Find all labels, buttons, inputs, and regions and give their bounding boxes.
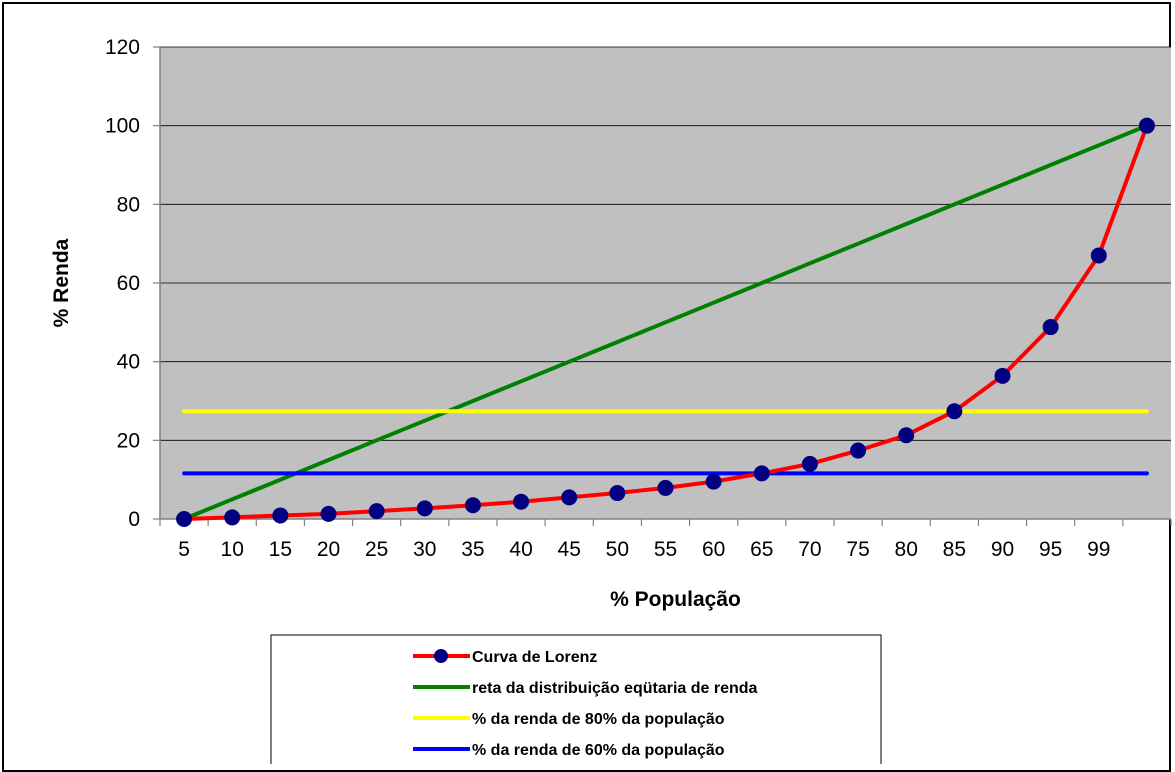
- x-tick-label-90: 90: [991, 538, 1014, 561]
- lorenz-point-1: [224, 509, 241, 526]
- x-tick-label-95: 95: [1039, 538, 1062, 561]
- lorenz-point-17: [994, 367, 1011, 384]
- y-tick-label-0: 0: [128, 508, 140, 531]
- series-line-1: [182, 123, 1149, 521]
- x-tick-label-55: 55: [654, 538, 677, 561]
- x-tick-label-99: 99: [1087, 538, 1110, 561]
- lorenz-point-8: [561, 489, 578, 506]
- lorenz-point-5: [416, 500, 433, 517]
- x-tick-labels: 5 10 15 20 25 30 35 40 45 50 55 60 65 70 75 80 85 90 95 99: [178, 538, 1110, 561]
- lorenz-point-19: [1090, 247, 1107, 264]
- lorenz-point-16: [946, 403, 963, 420]
- x-tick-label-60: 60: [702, 538, 725, 561]
- lorenz-point-3: [320, 505, 337, 522]
- x-tick-label-70: 70: [798, 538, 821, 561]
- x-tick-label-45: 45: [558, 538, 581, 561]
- x-tick-label-80: 80: [895, 538, 918, 561]
- lorenz-point-13: [801, 455, 818, 472]
- lorenz-point-11: [705, 473, 722, 490]
- y-tick-label-40: 40: [117, 351, 140, 374]
- x-tick-label-30: 30: [413, 538, 436, 561]
- legend-box: [270, 634, 882, 764]
- lorenz-point-12: [753, 465, 770, 482]
- legend: Curva de Lorenz reta da distribuição eqüt…: [270, 634, 882, 764]
- y-axis-title: % Renda: [50, 238, 73, 327]
- legend-label-3: % da renda de 60% da população: [472, 742, 725, 759]
- lorenz-point-18: [1042, 319, 1059, 336]
- x-tick-label-35: 35: [461, 538, 484, 561]
- lorenz-point-7: [513, 493, 530, 510]
- y-tick-label-20: 20: [117, 429, 140, 452]
- lorenz-point-9: [609, 485, 626, 502]
- x-tick-label-65: 65: [750, 538, 773, 561]
- legend-label-2: % da renda de 80% da população: [472, 711, 725, 728]
- lorenz-point-4: [368, 503, 385, 520]
- x-tick-label-85: 85: [943, 538, 966, 561]
- legend-label-0: Curva de Lorenz: [472, 649, 597, 666]
- x-tick-label-40: 40: [509, 538, 532, 561]
- x-tick-label-20: 20: [317, 538, 340, 561]
- x-tick-label-75: 75: [846, 538, 869, 561]
- gridlines: [160, 46, 1171, 441]
- lorenz-point-20: [1138, 117, 1155, 134]
- legend-marker-0: [434, 649, 448, 663]
- y-tick-label-100: 100: [105, 115, 140, 138]
- y-tick-labels: 0 20 40 60 80 100 120: [105, 36, 140, 531]
- x-axis-title: % População: [610, 588, 741, 611]
- lorenz-point-15: [898, 427, 915, 444]
- x-tick-label-10: 10: [221, 538, 244, 561]
- lorenz-point-14: [850, 442, 867, 459]
- y-tick-label-60: 60: [117, 272, 140, 295]
- lorenz-point-2: [272, 507, 289, 524]
- y-tick-label-80: 80: [117, 193, 140, 216]
- x-tick-label-50: 50: [606, 538, 629, 561]
- x-tick-label-5: 5: [178, 538, 190, 561]
- y-tick-label-120: 120: [105, 36, 140, 59]
- lorenz-point-10: [657, 479, 674, 496]
- x-tick-label-15: 15: [269, 538, 292, 561]
- legend-label-1: reta da distribuição eqütaria de renda: [472, 680, 758, 697]
- series-layer: [176, 117, 1155, 527]
- lorenz-point-6: [464, 497, 481, 514]
- x-tick-label-25: 25: [365, 538, 388, 561]
- lorenz-point-0: [176, 511, 193, 527]
